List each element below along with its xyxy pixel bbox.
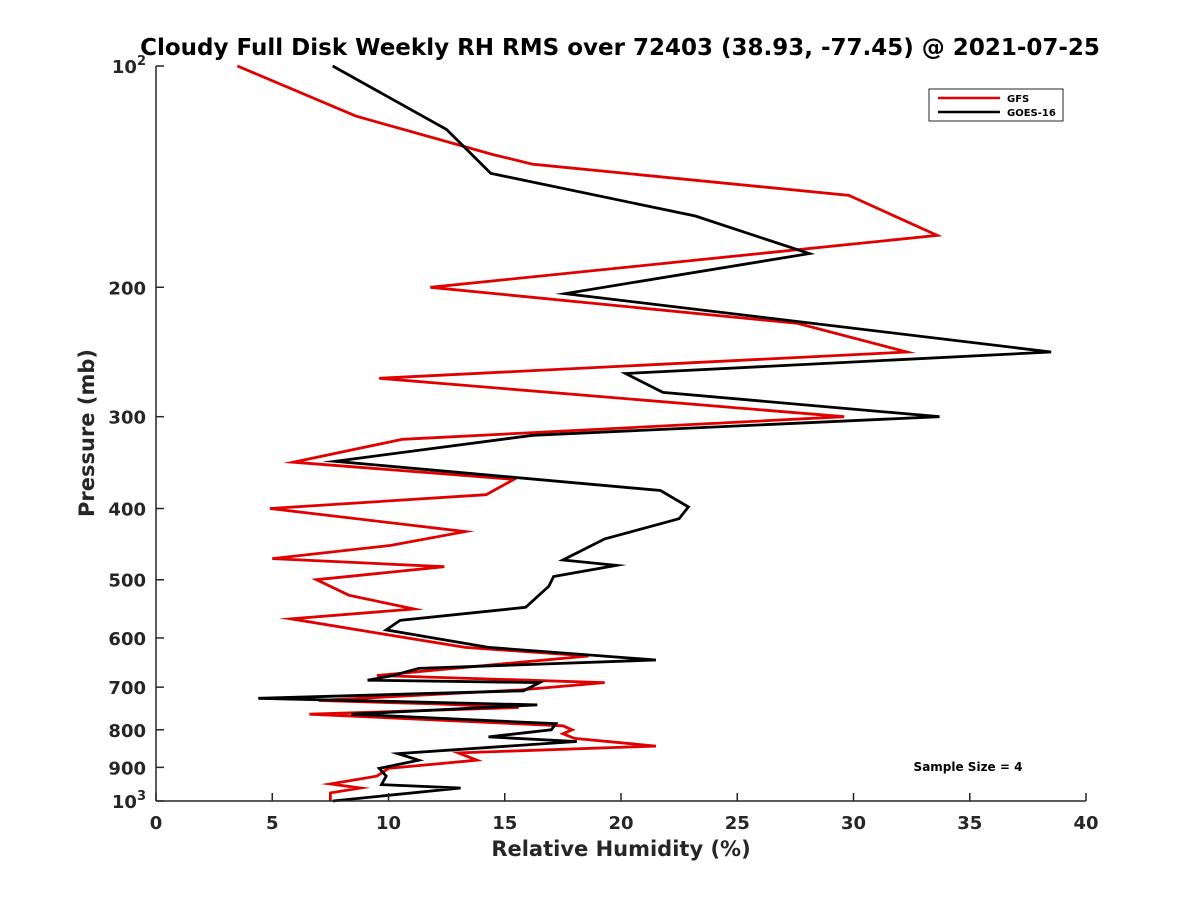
- series-line-goes-16: [258, 64, 1052, 803]
- y-tick-label: 400: [108, 500, 146, 521]
- y-axis-label: Pressure (mb): [75, 349, 99, 517]
- y-tick-label: 102: [112, 54, 146, 78]
- series-line-gfs: [236, 64, 943, 801]
- x-tick-label: 25: [725, 813, 750, 834]
- sample-size-annotation: Sample Size = 4: [914, 760, 1023, 774]
- y-tick-label: 300: [108, 408, 146, 429]
- plot-area: [155, 64, 1086, 803]
- y-ticks: 102 200 300 400 500 600 700 800 900 103: [108, 54, 164, 813]
- x-tick-label: 0: [150, 813, 163, 834]
- x-tick-label: 30: [841, 813, 866, 834]
- y-tick-label: 600: [108, 629, 146, 650]
- y-tick-label: 700: [108, 678, 146, 699]
- legend-label: GOES-16: [1007, 108, 1056, 119]
- legend-box: [928, 88, 1064, 122]
- x-ticks: 0 5 10 15 20 25 30 35 40: [150, 793, 1099, 834]
- x-tick-label: 15: [492, 813, 517, 834]
- legend-label: GFS: [1007, 94, 1029, 105]
- chart-title: Cloudy Full Disk Weekly RH RMS over 7240…: [140, 35, 1100, 61]
- y-tick-label: 800: [108, 721, 146, 742]
- y-tick-label: 200: [108, 278, 146, 299]
- x-tick-label: 40: [1073, 813, 1098, 834]
- series-layer: [236, 64, 1052, 803]
- y-tick-label: 103: [112, 789, 146, 813]
- x-axis-label: Relative Humidity (%): [491, 837, 750, 861]
- x-tick-label: 5: [266, 813, 279, 834]
- x-tick-label: 20: [608, 813, 633, 834]
- x-tick-label: 10: [376, 813, 401, 834]
- y-tick-label: 900: [108, 758, 146, 779]
- y-tick-label: 500: [108, 571, 146, 592]
- x-tick-label: 35: [957, 813, 982, 834]
- legend: GFS GOES-16: [928, 88, 1064, 122]
